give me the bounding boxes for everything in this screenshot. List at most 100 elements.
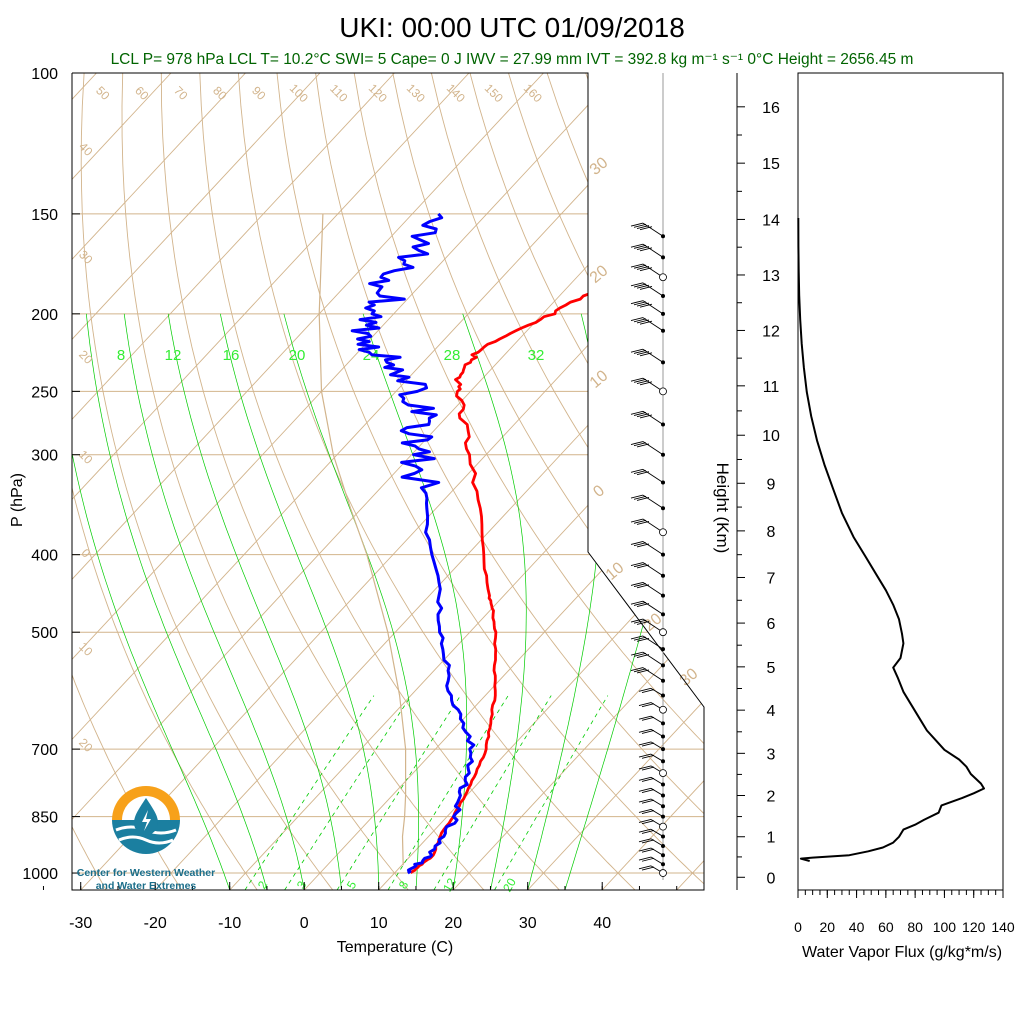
- wind-barb-feather: [638, 753, 652, 758]
- pressure-tick-label: 850: [31, 810, 58, 827]
- wind-barb: [638, 828, 664, 837]
- wind-barb-feather: [636, 669, 650, 674]
- dry-adiabat-line: [392, 73, 704, 890]
- wind-barb-feather: [630, 300, 644, 305]
- wind-calm-circle: [659, 387, 667, 396]
- mixing-ratio-label: 5: [344, 878, 360, 891]
- logo-text-line1: Center for Western Weather: [77, 867, 215, 879]
- dry-adiabat-line: [430, 73, 704, 890]
- pressure-tick-label: 1000: [22, 866, 58, 883]
- saturated-adiabat-line: [283, 313, 419, 890]
- wind-barb-feather: [633, 668, 647, 673]
- wind-barb-feather: [636, 351, 650, 356]
- wind-barb-feather: [638, 808, 652, 813]
- wind-barb-feather: [636, 497, 650, 501]
- wind-barb-feather: [630, 667, 644, 672]
- dry-adiabat-line: [701, 73, 704, 890]
- wind-barb: [630, 667, 664, 682]
- flux-plot-frame: [797, 72, 1004, 891]
- wind-barb-feather: [641, 839, 655, 844]
- isotherm-line: [72, 73, 544, 890]
- dry-adiabat-line: [160, 73, 485, 890]
- dry-adiabat-label: 80: [210, 83, 230, 103]
- wind-barb-feather: [630, 494, 644, 499]
- dry-adiabat-label: 160: [521, 81, 545, 105]
- wind-barb-feather: [639, 226, 653, 231]
- saturated-adiabat-line: [167, 313, 342, 890]
- flux-profile: [797, 217, 985, 862]
- pressure-tick-label: 250: [31, 384, 58, 401]
- wind-barb-feather: [630, 243, 644, 248]
- wind-barb: [630, 263, 664, 278]
- wind-barb-feather: [633, 495, 647, 500]
- wind-barb-feather: [633, 318, 647, 323]
- wind-barb-feather: [636, 380, 650, 385]
- wind-barb-staff: [642, 667, 664, 682]
- pressure-tick-label: 100: [31, 66, 58, 83]
- wind-barb-feather: [636, 265, 650, 270]
- height-tick-label: 8: [767, 524, 776, 541]
- wind-barb-feather: [636, 246, 650, 251]
- wind-barb-feather: [630, 263, 644, 268]
- temperature-profile: [409, 212, 704, 875]
- isotherm-label: 10: [603, 559, 628, 584]
- mixing-ratio-line: [244, 695, 375, 890]
- wind-barb-feather: [638, 715, 652, 720]
- wind-barb-feather: [630, 348, 644, 353]
- wind-barb: [630, 494, 664, 509]
- wind-barb-feather: [636, 284, 650, 289]
- isotherm-line: [378, 73, 704, 890]
- skewt-background: [72, 73, 1024, 890]
- wind-barb: [630, 243, 664, 258]
- wind-barb-feather: [633, 283, 647, 288]
- wind-barb: [630, 518, 664, 533]
- wind-barb-feather: [636, 413, 650, 418]
- wind-barb-feather: [639, 352, 653, 357]
- dry-adiabat-line: [353, 73, 704, 890]
- wind-barb-staff: [642, 441, 664, 456]
- isotherm-line: [72, 73, 470, 890]
- water-vapor-flux-panel: 0 20 40 60 80 100 120 140: [794, 72, 1015, 935]
- dry-adiabat-label: 70: [171, 83, 191, 103]
- wind-barb-staff: [642, 618, 664, 633]
- isotherm-line: [601, 73, 704, 890]
- wind-barb-feather: [638, 828, 652, 833]
- wind-barb-staff: [642, 582, 664, 596]
- mixing-ratio-line: [433, 695, 552, 890]
- wind-barb-feather: [633, 542, 647, 547]
- wind-barb-feather: [641, 830, 655, 834]
- dry-adiabat-label: 50: [93, 83, 113, 103]
- wind-barb-feather: [639, 267, 653, 272]
- wind-barb-staff: [642, 222, 664, 237]
- wind-barb-feather: [638, 847, 652, 852]
- saturated-adiabat-line: [527, 313, 602, 890]
- temperature-tick-label: 20: [444, 915, 462, 932]
- isotherm-line: [452, 73, 704, 890]
- isotherm-line: [72, 73, 619, 890]
- saturated-adiabat-line: [72, 313, 231, 890]
- dry-adiabat-line: [740, 73, 1024, 890]
- adiabat-side-label: 20: [76, 735, 96, 755]
- dry-adiabat-line: [121, 73, 409, 890]
- dry-adiabat-line: [276, 73, 704, 890]
- wind-barb-feather: [633, 601, 647, 606]
- dry-adiabat-label: 60: [132, 83, 152, 103]
- skewt-profiles: [318, 212, 704, 875]
- wind-barb-feather: [636, 584, 650, 589]
- wind-barb-feather: [633, 412, 647, 416]
- height-tick-label: 5: [767, 660, 776, 677]
- wind-barb-feather: [638, 702, 652, 706]
- temperature-tick-label: 10: [370, 915, 388, 932]
- wind-barb-feather: [633, 470, 647, 474]
- wind-barb: [638, 808, 664, 817]
- wind-barb-feather: [630, 635, 644, 640]
- wind-barb-staff: [642, 494, 664, 509]
- pressure-tick-label: 300: [31, 448, 58, 465]
- wind-barb-feather: [630, 222, 644, 227]
- height-tick-label: 7: [767, 570, 776, 587]
- wind-barb-feather: [636, 302, 650, 307]
- height-axis-label: Height (Km): [713, 463, 732, 554]
- wind-barb-feather: [638, 838, 652, 843]
